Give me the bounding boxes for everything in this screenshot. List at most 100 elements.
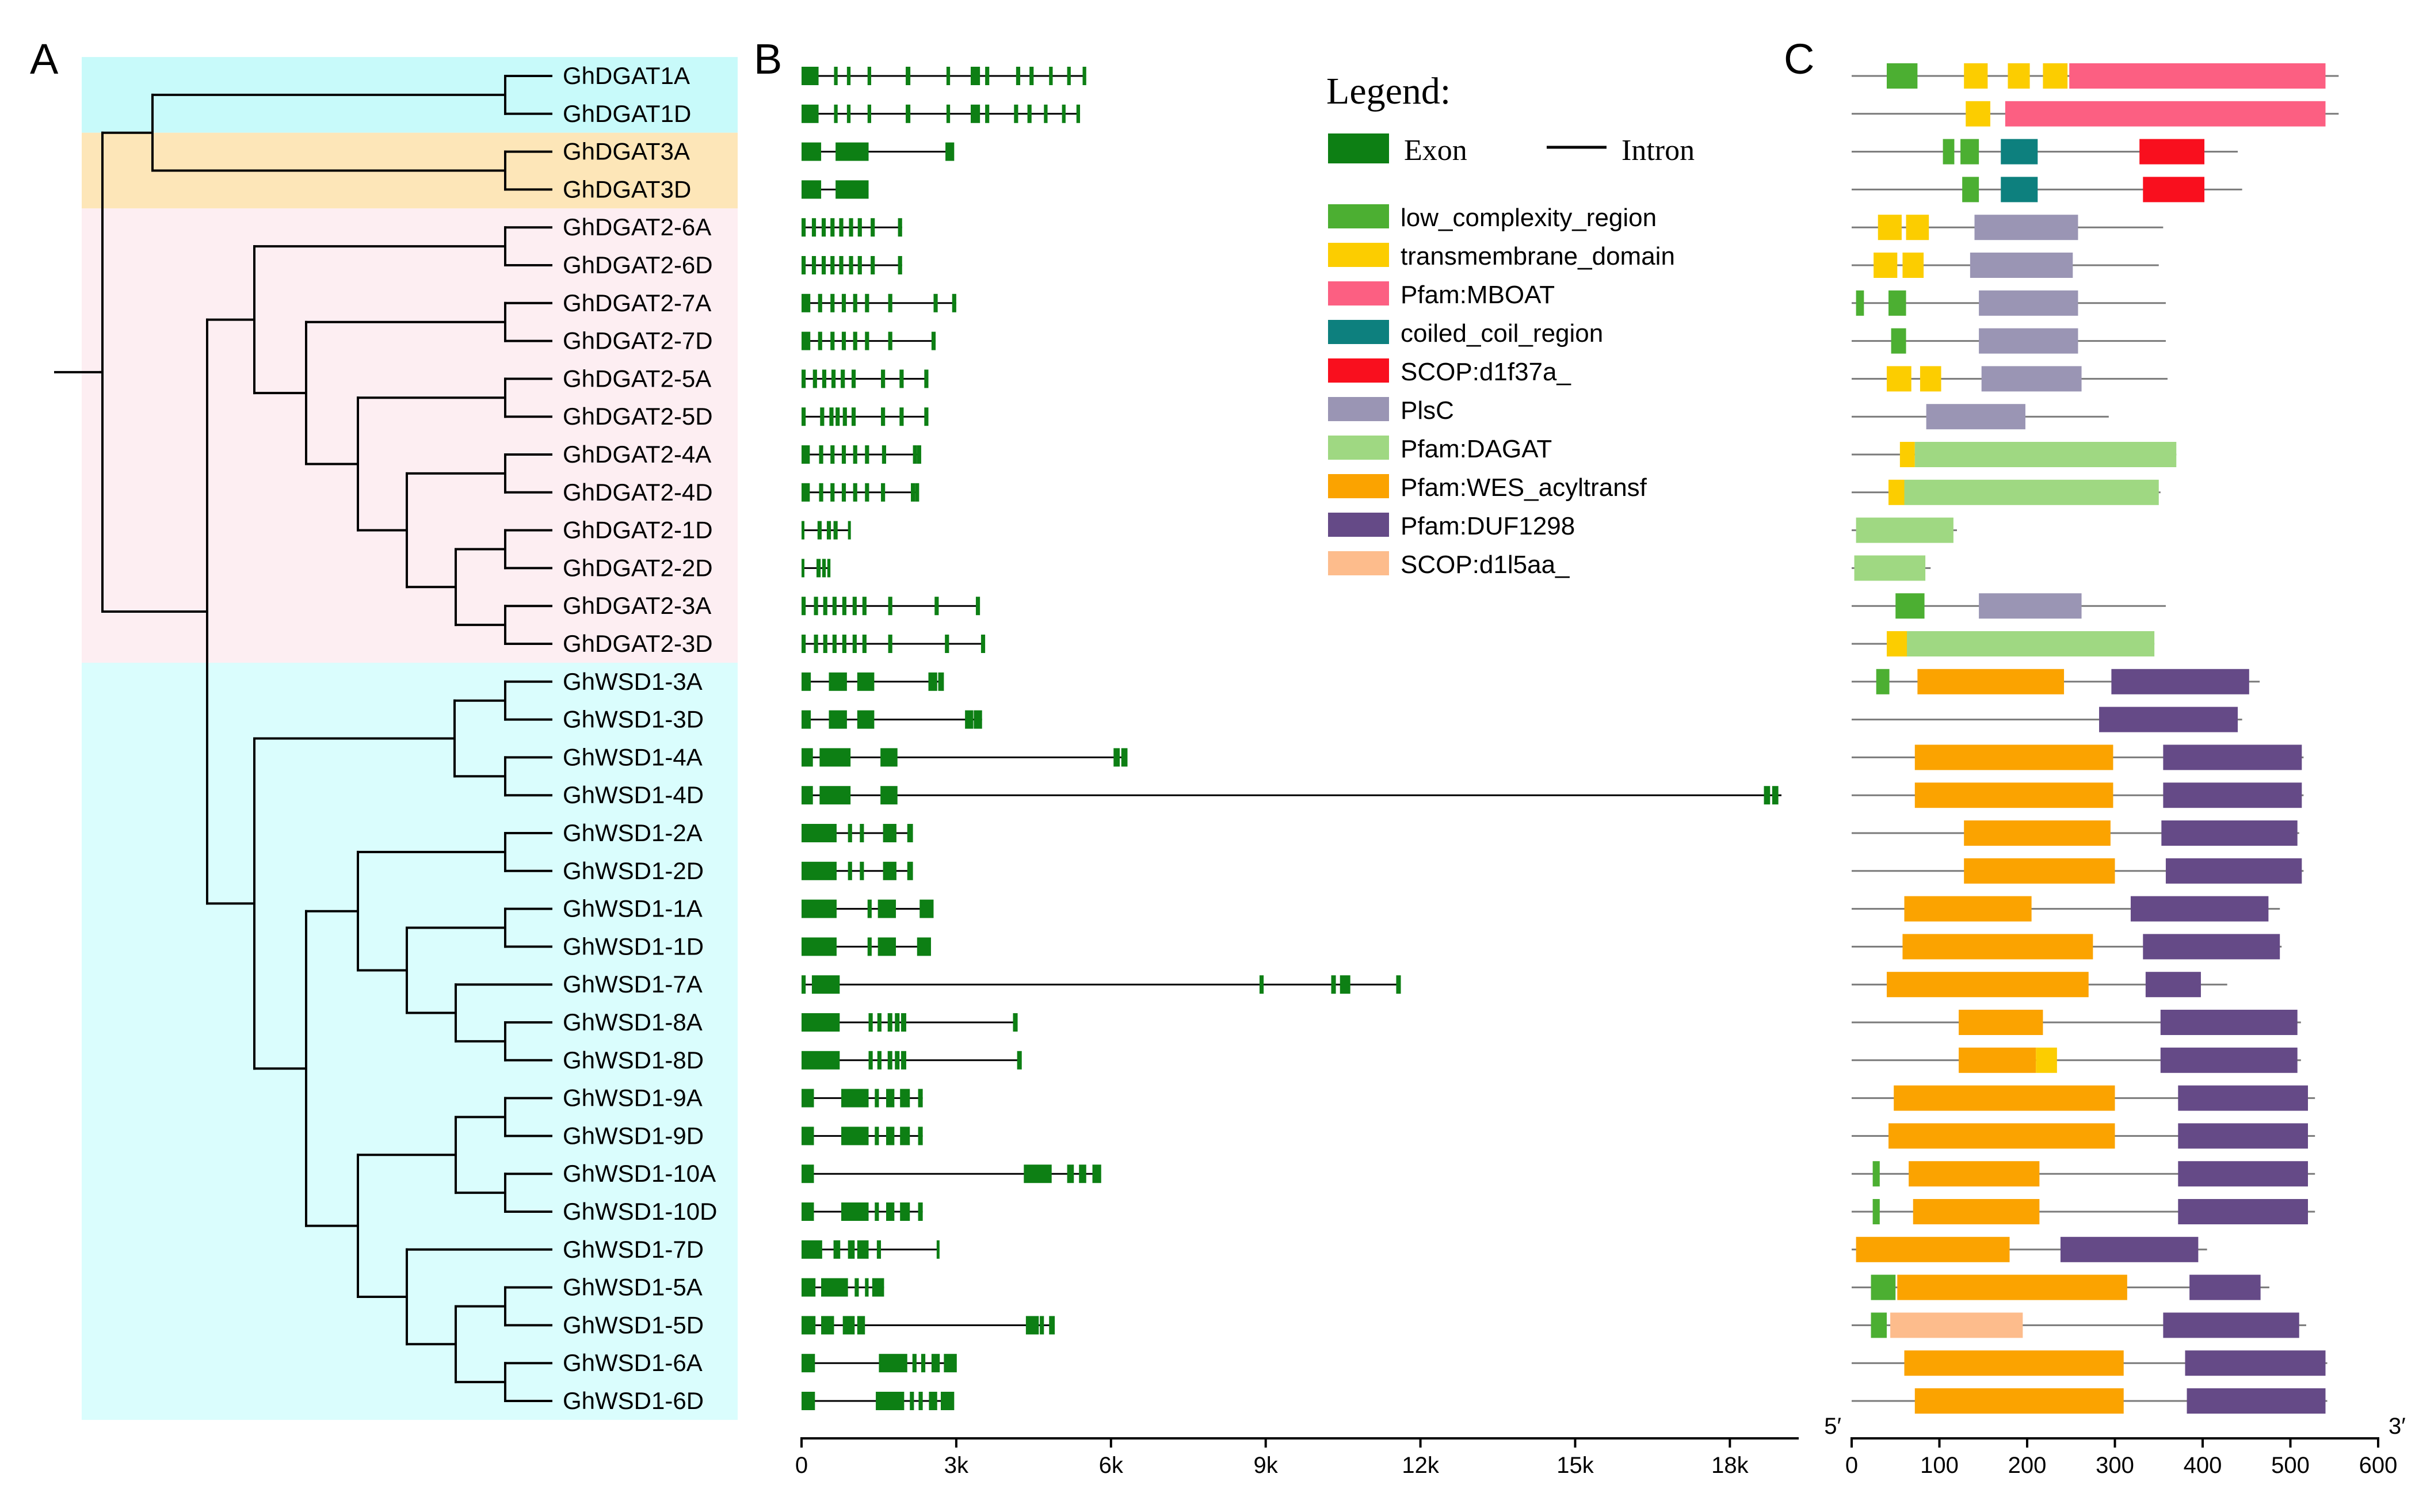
gene-label: GhWSD1-9A <box>563 1085 703 1112</box>
exon <box>1040 1316 1044 1335</box>
domain-low-complexity-region <box>1887 63 1918 89</box>
domain-low-complexity-region <box>1943 139 1955 165</box>
exon <box>865 483 869 502</box>
exon <box>880 748 898 767</box>
exon <box>802 180 822 199</box>
exon <box>812 369 817 388</box>
exon <box>802 748 813 767</box>
exon <box>802 1127 814 1146</box>
gene-label: GhDGAT2-5A <box>563 365 711 392</box>
exon <box>841 1127 869 1146</box>
exon <box>888 331 892 350</box>
exon <box>848 1240 855 1259</box>
exon <box>857 218 862 237</box>
exon <box>841 293 846 312</box>
exon <box>980 635 986 653</box>
exon <box>839 218 844 237</box>
gene-label: GhDGAT2-6D <box>563 251 713 278</box>
exon <box>965 710 974 729</box>
gene-label: GhWSD1-8D <box>563 1047 704 1074</box>
domain-plsc <box>1979 593 2082 619</box>
legend-item-label: Pfam:DAGAT <box>1401 435 1552 463</box>
exon <box>846 104 851 123</box>
exon <box>802 861 837 880</box>
legend: Legend: Exon Intron low_complexity_regio… <box>1326 70 1695 579</box>
exon <box>802 672 811 691</box>
exon <box>871 256 875 274</box>
exon <box>901 1013 906 1032</box>
domain-pfam-duf1298 <box>2060 1236 2199 1262</box>
exon <box>934 597 939 616</box>
domain-pfam-duf1298 <box>2161 820 2298 846</box>
gene-label: GhWSD1-5D <box>563 1311 704 1338</box>
exon <box>1017 1051 1022 1070</box>
exon <box>802 1354 815 1373</box>
exon <box>975 597 980 616</box>
gene-label: GhDGAT3D <box>563 175 691 203</box>
domain-coiled-coil-region <box>2001 139 2038 165</box>
exon <box>819 483 823 502</box>
exon <box>841 483 846 502</box>
exon <box>802 483 810 502</box>
exon <box>886 1202 895 1221</box>
exon <box>1113 748 1120 767</box>
domain-pfam-wes-acyltransf <box>1856 1236 2010 1262</box>
domain-transmembrane-domain <box>1899 442 1915 467</box>
domain-low-complexity-region <box>1872 1199 1880 1224</box>
exon <box>848 521 851 540</box>
domain-plsc <box>1970 253 2073 278</box>
gene-axis-tick-label: 12k <box>1402 1453 1439 1478</box>
exon <box>802 218 806 237</box>
exon <box>1079 1164 1086 1183</box>
gene-label: GhWSD1-10D <box>563 1198 717 1225</box>
exon <box>857 1240 869 1259</box>
domain-pfam-wes-acyltransf <box>1904 1350 2124 1376</box>
exon <box>1259 975 1264 994</box>
gene-label: GhWSD1-5A <box>563 1274 703 1301</box>
domain-transmembrane-domain <box>2036 1047 2057 1073</box>
exon <box>862 635 867 653</box>
gene-label: GhWSD1-2D <box>563 857 704 884</box>
gene-label: GhDGAT2-2D <box>563 554 713 581</box>
exon <box>834 104 838 123</box>
exon <box>802 1013 840 1032</box>
exon <box>888 635 892 653</box>
exon <box>819 748 851 767</box>
exon <box>822 559 826 578</box>
exon <box>851 369 856 388</box>
exon <box>919 899 934 918</box>
gene-label: GhDGAT2-7D <box>563 327 713 354</box>
exon <box>811 975 840 994</box>
protein-axis-tick-label: 100 <box>1920 1453 1959 1478</box>
exon <box>842 407 847 426</box>
exon <box>900 1127 910 1146</box>
exon <box>802 407 806 426</box>
gene-label: GhWSD1-2A <box>563 819 703 846</box>
domain-pfam-wes-acyltransf <box>1964 858 2115 884</box>
gene-axis-tick-label: 18k <box>1711 1453 1749 1478</box>
exon <box>814 635 818 653</box>
exon <box>821 256 826 274</box>
legend-item-label: PlsC <box>1401 396 1454 425</box>
domain-low-complexity-region <box>1856 290 1864 316</box>
domain-transmembrane-domain <box>1878 215 1902 240</box>
domain-pfam-duf1298 <box>2163 782 2302 808</box>
exon <box>823 635 827 653</box>
domain-pfam-duf1298 <box>2178 1123 2308 1149</box>
exon <box>918 1202 923 1221</box>
gene-label: GhWSD1-3D <box>563 706 704 733</box>
exon <box>865 293 869 312</box>
domain-pfam-wes-acyltransf <box>1894 1085 2115 1111</box>
exon <box>848 861 852 880</box>
gene-axis-tick-label: 6k <box>1099 1453 1124 1478</box>
exon <box>802 1316 816 1335</box>
exon <box>1340 975 1350 994</box>
exon <box>938 672 944 691</box>
exon <box>839 256 844 274</box>
exon <box>860 824 864 842</box>
gene-axis-tick-label: 0 <box>795 1453 808 1478</box>
gene-label: GhWSD1-6A <box>563 1349 703 1376</box>
domain-low-complexity-region <box>1888 290 1906 316</box>
protein-axis-3prime: 3′ <box>2389 1414 2406 1439</box>
exon <box>872 1278 884 1297</box>
